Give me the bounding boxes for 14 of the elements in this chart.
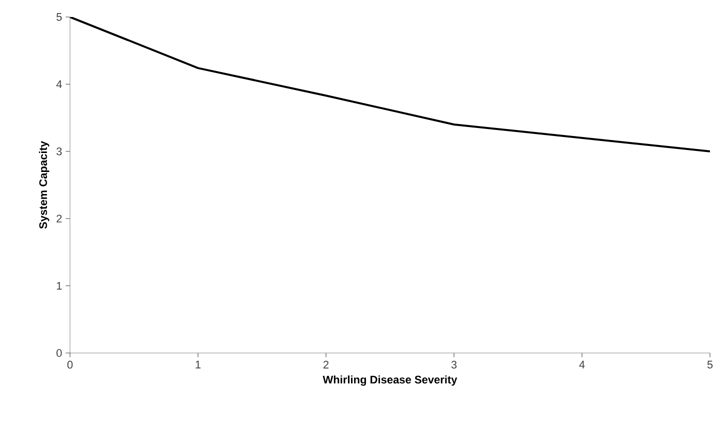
x-axis-title: Whirling Disease Severity [322, 375, 458, 386]
y-tick-label: 5 [56, 13, 62, 21]
y-tick-label: 2 [56, 214, 62, 222]
x-tick-label: 3 [451, 360, 457, 369]
x-tick-label: 1 [196, 360, 201, 368]
y-axis-title: System Capacity [38, 141, 50, 229]
y-tick-label: 0 [56, 349, 62, 357]
y-tick-label: 4 [56, 80, 62, 88]
x-tick-label: 2 [323, 360, 329, 368]
x-tick-label: 4 [579, 360, 585, 368]
x-tick-label: 5 [707, 360, 713, 368]
x-tick-label: 0 [67, 360, 73, 369]
y-tick-label: 3 [56, 148, 62, 156]
y-tick-label: 1 [56, 282, 62, 290]
